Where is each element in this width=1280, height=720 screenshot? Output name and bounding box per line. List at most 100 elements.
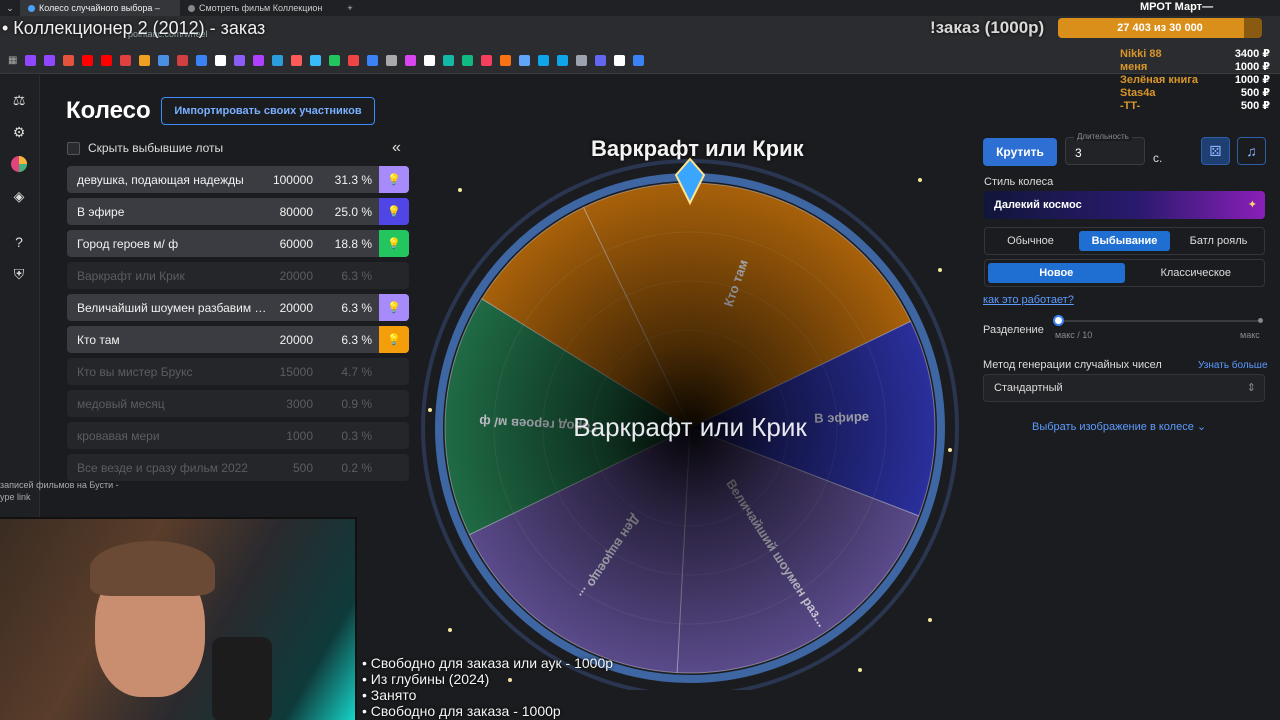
bookmark-icon[interactable] xyxy=(196,55,208,66)
duration-input[interactable]: Длительность 3 xyxy=(1065,132,1145,165)
donation-goal-fill xyxy=(1058,18,1245,38)
bookmark-icon[interactable] xyxy=(443,55,455,66)
bookmark-icon[interactable] xyxy=(291,55,303,66)
bookmark-icon[interactable] xyxy=(481,55,493,66)
bookmark-icon[interactable] xyxy=(253,55,265,66)
donor-name: Stas4a xyxy=(1120,87,1156,99)
lightbulb-icon[interactable]: 💡 xyxy=(379,294,409,321)
duration-value[interactable]: 3 xyxy=(1075,146,1082,160)
wheel-style-select[interactable]: Далекий космос ✦ xyxy=(984,191,1265,219)
bookmark-icon[interactable] xyxy=(215,55,227,66)
bookmark-icon[interactable] xyxy=(595,55,607,66)
collapse-panel-icon[interactable]: « xyxy=(392,139,401,156)
layers-icon[interactable]: ◈ xyxy=(13,188,25,204)
lot-row[interactable]: Кто вы мистер Брукс 15000 4.7 % xyxy=(67,358,409,385)
lot-row[interactable]: В эфире 80000 25.0 % 💡 xyxy=(67,198,409,225)
lot-row[interactable]: девушка, подающая надежды 100000 31.3 % 💡 xyxy=(67,166,409,193)
bookmark-icon[interactable] xyxy=(557,55,569,66)
bookmark-icon[interactable] xyxy=(44,55,56,66)
wheel-winner-title: Варкрафт или Крик xyxy=(591,136,804,161)
wheel-icon[interactable] xyxy=(10,155,28,173)
bookmark-icon[interactable] xyxy=(500,55,512,66)
hide-eliminated-checkbox[interactable] xyxy=(67,141,80,155)
lightbulb-icon[interactable]: 💡 xyxy=(379,166,409,193)
browser-tab-wheel[interactable]: Колесо случайного выбора – xyxy=(20,0,180,16)
lot-row[interactable]: Кто там 20000 6.3 % 💡 xyxy=(67,326,409,353)
mode-option[interactable]: Выбывание xyxy=(1079,231,1170,251)
split-label: Разделение xyxy=(983,324,1044,336)
import-participants-button[interactable]: Импортировать своих участников xyxy=(161,97,375,125)
donor-row: Nikki 88 3400 ₽ xyxy=(1120,48,1270,61)
lot-row[interactable]: медовый месяц 3000 0.9 % xyxy=(67,390,409,417)
bookmark-icon[interactable] xyxy=(519,55,531,66)
bookmark-icon[interactable] xyxy=(538,55,550,66)
bookmark-icon[interactable] xyxy=(234,55,246,66)
tab-menu-icon[interactable]: ⌄ xyxy=(6,2,14,13)
bookmark-icon[interactable] xyxy=(82,55,94,66)
lot-row[interactable]: Величайший шоумен разбавим тр... 20000 6.3… xyxy=(67,294,409,321)
how-it-works-link[interactable]: как это работает? xyxy=(983,294,1074,306)
donor-row: Stas4a 500 ₽ xyxy=(1120,87,1270,100)
browser-tab-movie[interactable]: Смотреть фильм Коллекцион xyxy=(180,0,340,16)
help-icon[interactable]: ? xyxy=(15,234,23,250)
bookmark-icon[interactable] xyxy=(158,55,170,66)
settings-icon[interactable]: ⚙ xyxy=(12,124,26,140)
star-icon xyxy=(938,268,942,272)
bookmark-icon[interactable] xyxy=(329,55,341,66)
lot-row[interactable]: Все везде и сразу фильм 2022 500 0.2 % xyxy=(67,454,409,481)
bookmark-icon[interactable] xyxy=(139,55,151,66)
bookmark-icon[interactable] xyxy=(424,55,436,66)
rng-method-select[interactable]: Стандартный ⇕ xyxy=(983,374,1265,402)
queue-item: • Из глубины (2024) xyxy=(362,671,490,687)
bookmark-icon[interactable] xyxy=(633,55,645,66)
variant-option[interactable]: Классическое xyxy=(1160,267,1232,279)
bookmark-icon[interactable] xyxy=(63,55,75,66)
lightbulb-icon[interactable]: 💡 xyxy=(379,198,409,225)
lot-row[interactable]: Варкрафт или Крик 20000 6.3 % xyxy=(67,262,409,289)
split-slider-thumb[interactable] xyxy=(1053,315,1064,326)
bookmark-icon[interactable] xyxy=(576,55,588,66)
auction-icon[interactable]: ⚖ xyxy=(12,92,26,108)
mode-option[interactable]: Обычное xyxy=(1007,235,1054,247)
bookmark-icon[interactable] xyxy=(386,55,398,66)
spin-button[interactable]: Крутить xyxy=(983,138,1057,166)
bookmark-icon[interactable] xyxy=(177,55,189,66)
bookmark-icon[interactable] xyxy=(367,55,379,66)
mode-option[interactable]: Батл рояль xyxy=(1189,235,1248,247)
lot-name: Кто вы мистер Брукс xyxy=(77,364,193,379)
bookmark-icon[interactable] xyxy=(101,55,113,66)
lot-percent: 31.3 % xyxy=(334,172,372,187)
chevron-down-icon: ⌄ xyxy=(1196,421,1207,433)
lot-row[interactable]: Город героев м/ ф 60000 18.8 % 💡 xyxy=(67,230,409,257)
lightbulb-icon[interactable]: 💡 xyxy=(379,326,409,353)
bookmark-icon[interactable] xyxy=(310,55,322,66)
stream-hint-line: записей фильмов на Бусти - xyxy=(0,480,119,490)
lot-percent: 18.8 % xyxy=(334,236,372,251)
variant-option[interactable]: Новое xyxy=(988,263,1125,283)
bookmark-icon[interactable] xyxy=(405,55,417,66)
lot-row[interactable]: кровавая мери 1000 0.3 % xyxy=(67,422,409,449)
choose-wheel-image-link[interactable]: Выбрать изображение в колесе ⌄ xyxy=(1032,420,1206,433)
rng-learn-more-link[interactable]: Узнать больше xyxy=(1198,360,1268,371)
hide-eliminated-row[interactable]: Скрыть выбывшие лоты xyxy=(67,141,223,155)
wheel-pointer-icon xyxy=(674,157,706,206)
donor-amount: 3400 ₽ xyxy=(1234,48,1270,60)
bookmark-icon[interactable] xyxy=(348,55,360,66)
new-tab-icon[interactable]: + xyxy=(347,3,353,13)
split-slider-track[interactable] xyxy=(1058,320,1262,322)
bookmark-icon[interactable] xyxy=(120,55,132,66)
bookmark-icon[interactable] xyxy=(462,55,474,66)
apps-icon[interactable]: ▦ xyxy=(8,55,18,66)
dice-icon[interactable]: ⚄ xyxy=(1201,137,1230,165)
page-title: Колесо xyxy=(66,97,151,124)
lightbulb-icon[interactable]: 💡 xyxy=(379,230,409,257)
bookmark-icon[interactable] xyxy=(25,55,37,66)
bookmark-icon[interactable] xyxy=(272,55,284,66)
music-icon[interactable]: ♫ xyxy=(1237,137,1266,165)
shield-icon[interactable]: ⛨ xyxy=(13,266,25,282)
url-text[interactable]: pointauc.com/wheel xyxy=(128,29,208,39)
wheel[interactable]: Кто тамВ эфиреВеличайший шоумен раз...Де… xyxy=(420,150,960,690)
donor-amount: 500 ₽ xyxy=(1240,87,1270,99)
donor-amount: 1000 ₽ xyxy=(1234,61,1270,73)
bookmark-icon[interactable] xyxy=(614,55,626,66)
